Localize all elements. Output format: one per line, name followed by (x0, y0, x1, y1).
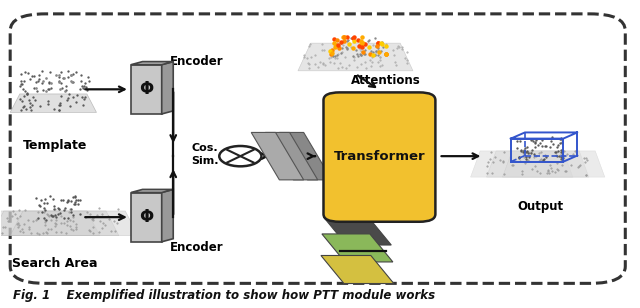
Text: $\mathbf{\Phi}$: $\mathbf{\Phi}$ (139, 208, 154, 226)
Text: Fig. 1    Exemplified illustration to show how PTT module works: Fig. 1 Exemplified illustration to show … (13, 289, 435, 302)
Polygon shape (298, 43, 413, 71)
Circle shape (220, 146, 262, 166)
Polygon shape (323, 217, 391, 245)
Text: Attentions: Attentions (351, 74, 421, 87)
Polygon shape (486, 151, 589, 177)
Polygon shape (10, 94, 97, 112)
Text: Template: Template (23, 139, 87, 152)
Text: Output: Output (518, 200, 564, 213)
Polygon shape (322, 234, 393, 262)
Text: $\mathbf{\Phi}$: $\mathbf{\Phi}$ (139, 80, 154, 98)
Polygon shape (0, 211, 119, 236)
Polygon shape (280, 132, 332, 180)
Polygon shape (10, 211, 138, 236)
Polygon shape (162, 189, 173, 242)
Polygon shape (502, 151, 605, 177)
Text: Encoder: Encoder (170, 241, 223, 254)
Polygon shape (131, 192, 162, 242)
FancyBboxPatch shape (323, 92, 435, 222)
Text: Search Area: Search Area (12, 257, 98, 270)
Text: Transformer: Transformer (333, 150, 425, 163)
Text: Encoder: Encoder (170, 55, 223, 68)
Polygon shape (131, 62, 173, 65)
Polygon shape (162, 62, 173, 114)
Text: Cos.
Sim.: Cos. Sim. (191, 144, 219, 166)
Polygon shape (266, 132, 317, 180)
Polygon shape (321, 256, 394, 283)
Polygon shape (131, 189, 173, 192)
Polygon shape (252, 132, 303, 180)
Polygon shape (131, 65, 162, 114)
Polygon shape (470, 151, 573, 177)
Polygon shape (0, 211, 100, 236)
